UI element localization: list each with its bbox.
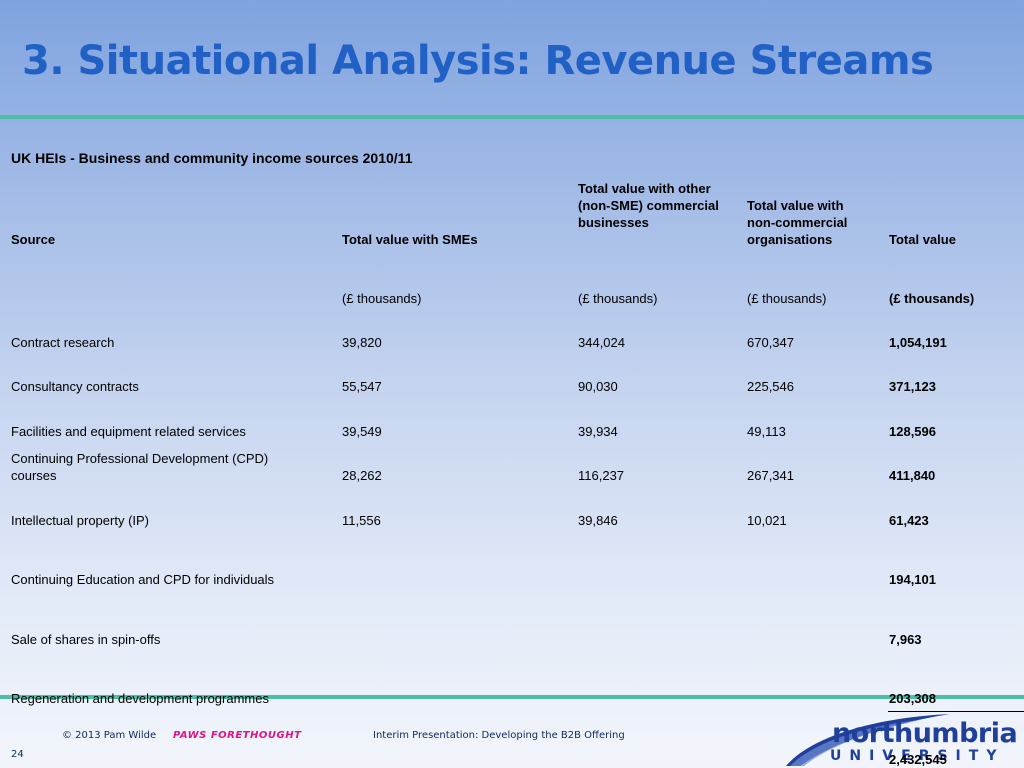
northumbria-logo-subtitle: UNIVERSITY	[830, 748, 1005, 764]
row-non-commercial-value: 670,347	[747, 335, 794, 350]
row-total-value: 371,123	[889, 379, 936, 394]
unit-label-non-commercial: (£ thousands)	[747, 291, 827, 306]
row-source: Consultancy contracts	[11, 379, 139, 394]
footer-divider	[0, 695, 1024, 699]
row-sme-value: 39,549	[342, 424, 382, 439]
footer-presentation-title: Interim Presentation: Developing the B2B…	[373, 730, 625, 741]
row-total-value: 1,054,191	[889, 335, 947, 350]
row-sme-value: 11,556	[342, 513, 381, 528]
row-source: Continuing Education and CPD for individ…	[11, 572, 275, 587]
row-total-value: 7,963	[889, 632, 922, 647]
row-non-commercial-value: 225,546	[747, 379, 794, 394]
row-source: Sale of shares in spin-offs	[11, 632, 161, 647]
unit-label-total: (£ thousands)	[889, 291, 975, 306]
unit-label-smes: (£ thousands)	[342, 291, 422, 306]
row-total-value: 203,308	[889, 691, 936, 706]
row-total-value: 61,423	[889, 513, 929, 528]
header-divider	[0, 115, 1024, 119]
total-underline	[888, 711, 1024, 712]
column-header-non-commercial: Total value with non-commercial organisa…	[747, 198, 848, 247]
row-non-sme-value: 116,237	[578, 468, 625, 483]
slide-number: 24	[11, 749, 24, 760]
paws-forethought-logo: PAWS FORETHOUGHT	[173, 730, 302, 741]
row-source: Facilities and equipment related service…	[11, 424, 246, 439]
northumbria-swoosh-icon	[786, 714, 950, 766]
row-total-value: 194,101	[889, 572, 936, 587]
footer-copyright: © 2013 Pam Wilde	[62, 730, 157, 741]
column-header-source: Source	[11, 232, 56, 247]
row-non-sme-value: 39,934	[578, 424, 618, 439]
slide-title: 3. Situational Analysis: Revenue Streams	[22, 38, 934, 84]
column-header-smes: Total value with SMEs	[342, 232, 478, 247]
row-sme-value: 28,262	[342, 468, 382, 483]
row-non-sme-value: 39,846	[578, 513, 618, 528]
row-non-commercial-value: 10,021	[747, 513, 787, 528]
row-source: Continuing Professional Development (CPD…	[11, 451, 269, 483]
row-sme-value: 55,547	[342, 379, 382, 394]
row-total-value: 128,596	[889, 424, 936, 439]
row-total-value: 411,840	[889, 468, 936, 483]
northumbria-logo-wordmark: northumbria	[832, 718, 1018, 749]
row-sme-value: 39,820	[342, 335, 382, 350]
column-header-total: Total value	[889, 232, 956, 247]
row-source: Contract research	[11, 335, 115, 350]
table-caption: UK HEIs - Business and community income …	[11, 150, 413, 166]
row-non-commercial-value: 49,113	[747, 424, 786, 439]
row-source: Intellectual property (IP)	[11, 513, 150, 528]
row-non-commercial-value: 267,341	[747, 468, 794, 483]
row-source: Regeneration and development programmes	[11, 691, 269, 706]
column-header-non-sme: Total value with other (non-SME) commerc…	[578, 181, 719, 230]
unit-label-non-sme: (£ thousands)	[578, 291, 658, 306]
row-non-sme-value: 90,030	[578, 379, 618, 394]
grand-total-value: 2,432,545	[889, 752, 947, 767]
row-non-sme-value: 344,024	[578, 335, 625, 350]
